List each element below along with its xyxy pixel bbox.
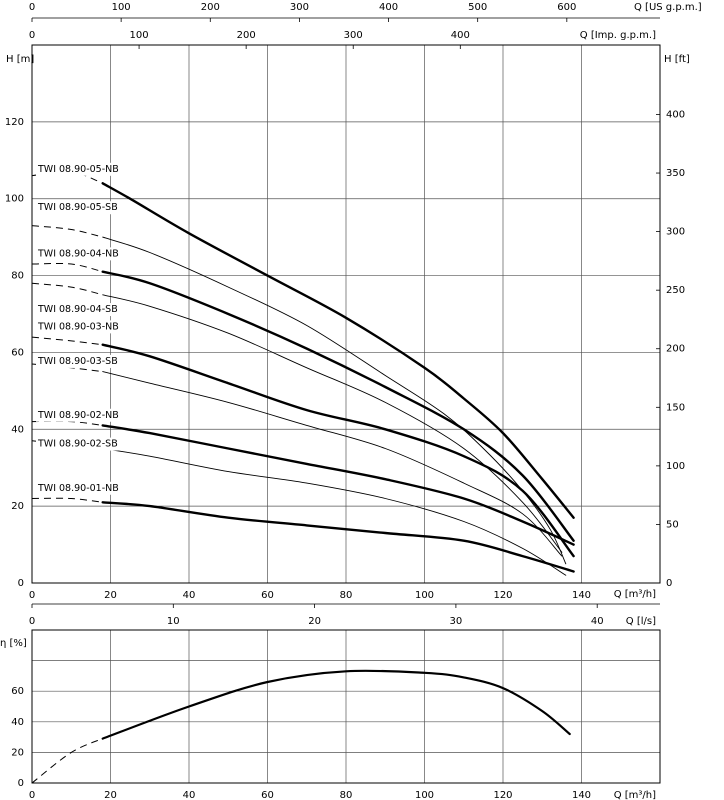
top-us-axis-label: Q [US g.p.m.] [634, 2, 702, 13]
top-us-tick-label: 100 [112, 2, 131, 13]
series-label: TWI 08.90-03-SB [37, 356, 118, 367]
ls-tick-label: 30 [450, 616, 463, 627]
top-imp-tick-label: 100 [130, 30, 149, 41]
y-tick-label: 80 [11, 271, 24, 282]
top-imp-axis-label: Q [Imp. g.p.m.] [580, 30, 656, 41]
series-label: TWI 08.90-05-NB [37, 164, 119, 175]
eff-x-tick-label: 20 [104, 790, 117, 800]
right-tick-label: 100 [666, 461, 685, 472]
series-dashed-segment [31, 336, 103, 346]
series-label-background [36, 354, 119, 368]
series-line [101, 182, 575, 519]
series-label: TWI 08.90-02-SB [37, 439, 118, 450]
y-tick-label: 60 [11, 347, 24, 358]
top-imp-tick-label: 200 [237, 30, 256, 41]
eff-x-tick-label: 100 [415, 790, 434, 800]
ls-tick-label: 20 [308, 616, 321, 627]
y-tick-label: 20 [11, 501, 24, 512]
x-tick-label: 120 [493, 590, 512, 601]
eff-x-tick-label: 140 [572, 790, 591, 800]
ls-tick-label: 0 [29, 616, 35, 627]
right-tick-label: 350 [666, 168, 685, 179]
right-tick-label: 50 [666, 519, 679, 530]
right-tick-label: 400 [666, 109, 685, 120]
series-line [102, 371, 563, 557]
series-label: TWI 08.90-04-SB [37, 304, 118, 315]
series-dashed-segment [31, 420, 103, 426]
eff-x-axis-label: Q [m³/h] [614, 790, 656, 800]
right-tick-label: 250 [666, 285, 685, 296]
series-label-background [36, 320, 120, 334]
x-tick-label: 60 [261, 590, 274, 601]
eff-x-tick-label: 80 [340, 790, 353, 800]
top-us-tick-label: 0 [29, 2, 35, 13]
series-line [102, 448, 567, 576]
y-axis-label: H [m] [6, 54, 34, 65]
efficiency-line [101, 669, 571, 740]
eff-y-axis-label: η [%] [0, 638, 27, 649]
ls-tick-label: 10 [167, 616, 180, 627]
series-label: TWI 08.90-05-SB [37, 202, 118, 213]
y-tick-label: 40 [11, 424, 24, 435]
series-line [101, 343, 575, 558]
series-label-background [36, 162, 120, 176]
eff-y-tick-label: 20 [11, 747, 24, 758]
eff-x-tick-label: 60 [261, 790, 274, 800]
right-tick-label: 150 [666, 402, 685, 413]
series-dashed-segment [31, 225, 103, 238]
series-line [102, 294, 563, 553]
x-tick-label: 80 [340, 590, 353, 601]
eff-x-tick-label: 120 [493, 790, 512, 800]
top-imp-tick-label: 300 [344, 30, 363, 41]
eff-x-tick-label: 0 [29, 790, 35, 800]
x-tick-label: 0 [29, 590, 35, 601]
y-tick-label: 120 [5, 117, 24, 128]
eff-y-tick-label: 60 [11, 686, 24, 697]
x-tick-label: 20 [104, 590, 117, 601]
eff-y-tick-label: 40 [11, 717, 24, 728]
series-label: TWI 08.90-04-NB [37, 248, 119, 259]
eff-y-tick-label: 0 [18, 778, 24, 789]
right-axis-label: H [ft] [664, 54, 690, 65]
right-tick-label: 0 [666, 578, 672, 589]
eff-x-tick-label: 40 [183, 790, 196, 800]
series-label-background [36, 408, 120, 422]
top-us-tick-label: 400 [379, 2, 398, 13]
series-dashed-segment [31, 497, 103, 503]
y-tick-label: 0 [18, 578, 24, 589]
top-us-tick-label: 600 [557, 2, 576, 13]
series-line [101, 501, 575, 573]
series-label-background [36, 437, 119, 451]
series-line [101, 424, 575, 546]
x-tick-label: 100 [415, 590, 434, 601]
x-axis-label: Q [m³/h] [614, 589, 656, 600]
top-us-tick-label: 500 [468, 2, 487, 13]
right-tick-label: 300 [666, 227, 685, 238]
right-tick-label: 200 [666, 344, 685, 355]
x-tick-label: 40 [183, 590, 196, 601]
series-label-background [36, 481, 120, 495]
series-line [101, 270, 575, 542]
efficiency-dashed-segment [31, 738, 103, 784]
series-label-background [36, 201, 119, 215]
series-dashed-segment [31, 282, 103, 296]
top-imp-tick-label: 0 [29, 30, 35, 41]
plot-frame [31, 44, 661, 584]
y-tick-label: 100 [5, 194, 24, 205]
series-line [102, 236, 567, 565]
eff-plot-frame [31, 629, 661, 784]
series-label: TWI 08.90-02-NB [37, 410, 119, 421]
series-label-background [36, 303, 119, 317]
series-dashed-segment [31, 262, 103, 273]
series-label: TWI 08.90-01-NB [37, 483, 119, 494]
top-us-tick-label: 200 [201, 2, 220, 13]
x-tick-label: 140 [572, 590, 591, 601]
ls-tick-label: 40 [591, 616, 604, 627]
ls-axis-label: Q [l/s] [626, 616, 656, 627]
top-us-tick-label: 300 [290, 2, 309, 13]
series-label-background [36, 247, 120, 261]
top-imp-tick-label: 400 [451, 30, 470, 41]
series-label: TWI 08.90-03-NB [37, 321, 119, 332]
